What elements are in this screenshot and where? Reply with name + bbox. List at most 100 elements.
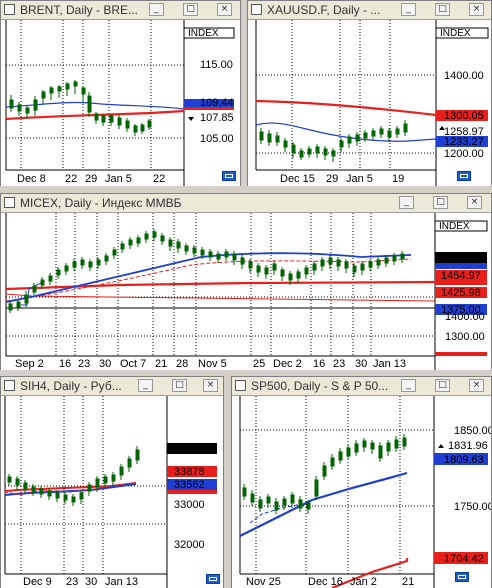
price-tag: 1300.05	[444, 110, 484, 122]
price-tick: 1750.00	[454, 501, 491, 513]
date-tick: Dec 2	[273, 358, 302, 370]
chart-plot-area[interactable]: 1850.00 1831.96 1809.63 1750.00 1704.42	[232, 396, 491, 588]
minimize-button[interactable]: _	[401, 3, 416, 16]
date-tick: 23	[66, 576, 78, 588]
date-tick: Jan 5	[105, 173, 132, 185]
close-button[interactable]: ×	[217, 3, 232, 16]
date-tick: 29	[326, 173, 338, 185]
price-tag: 1831.96	[448, 440, 488, 452]
date-tick: 21	[402, 576, 414, 588]
price-tag: 33562	[174, 479, 205, 491]
chart-window-sp500[interactable]: SP500, Daily - S & P 50... _ □ × 1850.00…	[231, 376, 492, 588]
restore-button[interactable]: □	[172, 379, 187, 392]
price-tick: 105.00	[200, 133, 234, 145]
close-button[interactable]: ×	[469, 379, 484, 392]
price-tag: 1233.27	[444, 136, 484, 148]
window-titlebar[interactable]: MICEX, Daily - Индекс ММВБ _ □ ×	[1, 194, 491, 213]
price-tag: 1704.42	[444, 553, 484, 565]
date-tick: Jan 5	[346, 173, 373, 185]
chart-window-icon	[251, 4, 262, 15]
price-tag: 34448	[174, 443, 205, 455]
minimize-button[interactable]: _	[149, 3, 164, 16]
date-tick: 22	[153, 173, 165, 185]
price-tick: 1850.00	[454, 425, 491, 437]
date-tick: 30	[99, 358, 111, 370]
chart-properties-icon[interactable]	[206, 574, 220, 584]
date-tick: Dec 16	[308, 576, 343, 588]
window-titlebar[interactable]: BRENT, Daily - BRE... _ □ ×	[1, 1, 240, 20]
price-tick: 1300.00	[445, 331, 485, 343]
chart-window-icon	[4, 197, 15, 208]
chart-window-brent[interactable]: BRENT, Daily - BRE... _ □ × INDEX 115.00…	[0, 0, 241, 186]
date-tick: Oct 7	[120, 358, 146, 370]
date-tick: 22	[65, 173, 77, 185]
date-tick: Sep 2	[15, 358, 44, 370]
chart-plot-area[interactable]: INDEX 1496.90 1454.97 1425.98 1400.00 13…	[1, 213, 491, 370]
date-tick: 30	[355, 358, 367, 370]
date-tick: 25	[253, 358, 265, 370]
date-tick: Dec 9	[23, 576, 52, 588]
window-titlebar[interactable]: XAUUSD.F, Daily - ... _ □ ×	[248, 1, 491, 20]
current-price-arrow-icon	[439, 126, 445, 130]
close-button[interactable]: ×	[203, 379, 218, 392]
window-title: XAUUSD.F, Daily - ...	[267, 3, 381, 17]
chart-properties-icon[interactable]	[455, 572, 469, 582]
price-tick: 115.00	[200, 59, 233, 71]
date-tick: Jan 13	[373, 358, 406, 370]
price-tag: 33878	[174, 466, 205, 478]
restore-button[interactable]: □	[433, 196, 448, 209]
date-tick: Nov 25	[246, 576, 281, 588]
chart-properties-icon[interactable]	[222, 171, 236, 181]
price-tick: 1400.00	[444, 70, 484, 82]
date-tick: 29	[85, 173, 97, 185]
date-tick: 23	[78, 358, 90, 370]
date-tick: 23	[333, 358, 345, 370]
date-tick: 16	[313, 358, 325, 370]
window-title: SIH4, Daily - Руб...	[20, 379, 122, 393]
chart-plot-area[interactable]: 34448 33878 33562 33000 32000	[1, 396, 223, 588]
chart-properties-icon[interactable]	[457, 171, 471, 181]
price-tag: 1425.98	[441, 287, 481, 299]
date-tick: 21	[155, 358, 167, 370]
price-tag: 109.44	[200, 97, 234, 109]
price-tick: 33000	[174, 499, 205, 511]
price-tag: 1375.00	[441, 304, 481, 316]
window-titlebar[interactable]: SP500, Daily - S & P 50... _ □ ×	[232, 377, 491, 396]
close-button[interactable]: ×	[469, 3, 484, 16]
price-tag: 1454.97	[441, 270, 481, 282]
window-title: SP500, Daily - S & P 50...	[251, 379, 389, 393]
price-tag: 1258.97	[444, 126, 484, 138]
date-tick: Jan 13	[105, 576, 138, 588]
date-tick: Nov 5	[198, 358, 227, 370]
price-tag: 1809.63	[444, 454, 484, 466]
chart-window-icon	[4, 4, 15, 15]
chart-plot-area[interactable]: INDEX 115.00 105.00 109.44 107.85	[1, 20, 240, 186]
chart-window-icon	[235, 380, 246, 391]
date-tick: Dec 8	[17, 173, 46, 185]
window-title: BRENT, Daily - BRE...	[20, 3, 139, 17]
chart-window-xauusd[interactable]: XAUUSD.F, Daily - ... _ □ × INDEX 1400.0…	[247, 0, 492, 186]
window-title: MICEX, Daily - Индекс ММВБ	[20, 196, 182, 210]
index-label: INDEX	[188, 28, 219, 39]
minimize-button[interactable]: _	[401, 379, 416, 392]
minimize-button[interactable]: _	[138, 379, 153, 392]
date-tick: 30	[85, 576, 97, 588]
chart-window-micex[interactable]: MICEX, Daily - Индекс ММВБ _ □ × INDEX	[0, 193, 492, 370]
date-tick: Jan 2	[350, 576, 377, 588]
date-tick: 28	[176, 358, 188, 370]
price-tag: 107.85	[200, 112, 234, 124]
minimize-button[interactable]: _	[399, 196, 414, 209]
restore-button[interactable]: □	[435, 379, 450, 392]
current-price-arrow-icon	[188, 117, 194, 121]
restore-button[interactable]: □	[183, 3, 198, 16]
close-button[interactable]: ×	[467, 196, 482, 209]
window-titlebar[interactable]: SIH4, Daily - Руб... _ □ ×	[1, 377, 223, 396]
index-label: INDEX	[439, 221, 470, 232]
chart-window-sih4[interactable]: SIH4, Daily - Руб... _ □ × 34448 33878 3…	[0, 376, 224, 588]
restore-button[interactable]: □	[435, 3, 450, 16]
date-tick: 19	[392, 173, 404, 185]
chart-window-icon	[4, 380, 15, 391]
price-tick: 1200.00	[444, 148, 484, 160]
date-tick: Dec 15	[280, 173, 315, 185]
chart-plot-area[interactable]: INDEX 1400.00 1200.00 1300.05 1258.97 12…	[248, 20, 491, 186]
